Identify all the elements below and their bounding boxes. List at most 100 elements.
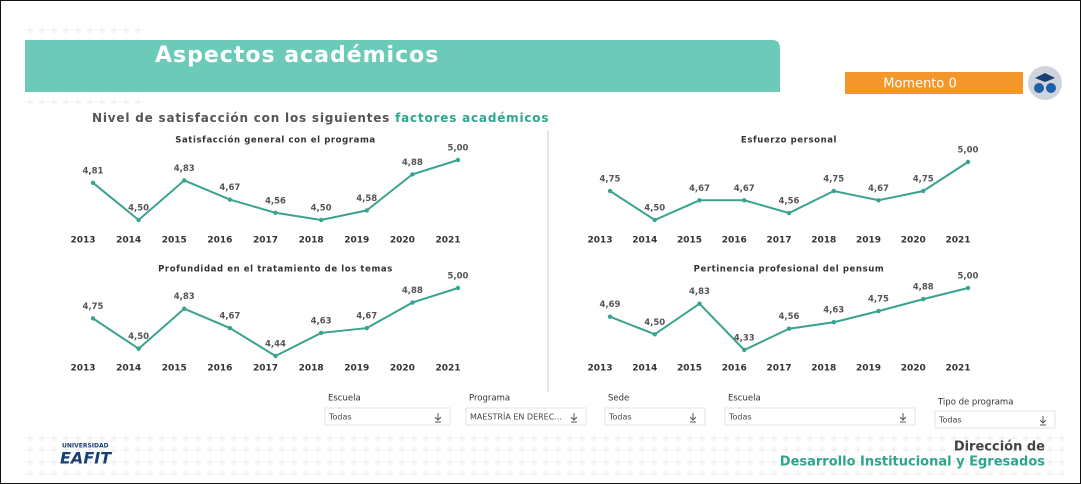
data-label: 4,83 (689, 287, 710, 297)
filter-value: Todas (938, 416, 962, 425)
data-label: 4,88 (402, 286, 423, 296)
filter-value: Todas (328, 413, 352, 422)
point (607, 188, 613, 194)
x-tick-label: 2018 (299, 236, 324, 246)
x-tick-label: 2017 (766, 236, 791, 246)
point (786, 210, 792, 216)
data-label: 4,63 (311, 316, 332, 326)
data-label: 4,83 (174, 292, 195, 302)
point (455, 157, 461, 163)
x-tick-label: 2017 (253, 236, 278, 246)
data-label: 4,75 (823, 175, 844, 185)
data-label: 5,00 (958, 272, 979, 282)
point (742, 198, 747, 203)
subtitle: Nivel de satisfacción con los siguientes… (92, 111, 549, 125)
filter-label: Sede (608, 394, 629, 404)
dropdown-arrow (899, 413, 907, 423)
x-tick-label: 2013 (587, 236, 612, 246)
x-tick-label: 2016 (207, 236, 232, 246)
point (90, 180, 96, 185)
point (227, 197, 233, 202)
filter-dropdown[interactable] (465, 407, 587, 426)
x-tick-label: 2013 (587, 364, 612, 374)
point (831, 320, 836, 325)
point (965, 285, 971, 291)
point (652, 217, 657, 223)
filter-dropdown[interactable] (324, 407, 451, 426)
x-tick-label: 2014 (116, 364, 141, 374)
data-label: 4,88 (913, 283, 934, 293)
point (136, 217, 141, 223)
icon-part (1034, 83, 1044, 93)
filter-dropdown[interactable] (724, 407, 916, 426)
filter-label: Programa (469, 394, 510, 404)
filter-dropdown[interactable] (604, 407, 706, 426)
icon-part (1035, 73, 1055, 82)
x-tick-label: 2018 (299, 364, 324, 374)
data-label: 4,56 (779, 312, 800, 322)
data-label: 4,88 (402, 158, 423, 168)
x-tick-label: 2017 (766, 364, 791, 374)
point (90, 316, 96, 321)
x-tick-label: 2020 (901, 364, 926, 374)
x-tick-label: 2020 (390, 364, 415, 374)
data-label: 4,69 (600, 300, 621, 310)
data-label: 4,83 (174, 164, 195, 174)
data-label: 4,67 (219, 183, 240, 193)
data-label: 4,75 (913, 175, 934, 185)
x-tick-label: 2014 (116, 236, 141, 246)
filter-label: Escuela (328, 394, 361, 404)
data-label: 4,56 (265, 196, 286, 206)
data-label: 4,56 (779, 197, 800, 207)
point (273, 353, 278, 359)
filter-label: Tipo de programa (937, 398, 1013, 408)
x-tick-label: 2019 (856, 236, 881, 246)
icon[interactable] (1028, 66, 1062, 100)
point (318, 217, 324, 223)
point (182, 306, 187, 311)
filter-dropdown[interactable] (934, 410, 1056, 429)
icon-part (1046, 83, 1056, 93)
page-title: Aspectos académicos (155, 43, 439, 68)
moment-box[interactable] (845, 72, 1023, 94)
x-tick-label: 2021 (435, 236, 460, 246)
filter-value: MAESTRÍA EN DEREC... (470, 411, 562, 422)
x-tick-label: 2013 (70, 364, 95, 374)
data-label: 4,50 (128, 332, 149, 342)
data-label: 4,50 (311, 204, 332, 214)
data-label: 4,67 (734, 184, 755, 194)
point (227, 325, 233, 331)
data-label: 4,50 (644, 204, 665, 214)
data-label: 4,75 (868, 295, 889, 305)
data-label: 4,58 (356, 194, 377, 204)
logo: EAFIT (60, 449, 112, 468)
point (921, 188, 926, 194)
point (742, 347, 747, 353)
data-label: 4,67 (356, 312, 377, 322)
chart-title: Pertinencia profesional del pensum (694, 265, 885, 275)
data-label: 4,50 (128, 204, 149, 214)
point (965, 159, 971, 165)
pattern (25, 430, 1065, 475)
point (410, 172, 415, 177)
point (410, 300, 415, 305)
point (876, 198, 881, 203)
point (364, 325, 369, 331)
point (697, 301, 702, 306)
x-tick-label: 2014 (632, 236, 657, 246)
x-tick-label: 2016 (722, 236, 747, 246)
point (831, 188, 836, 194)
x-tick-label: 2019 (856, 364, 881, 374)
dropdown-arrow (1039, 416, 1047, 426)
x-tick-label: 2020 (901, 236, 926, 246)
x-tick-label: 2019 (344, 236, 369, 246)
point (652, 332, 657, 337)
chart-title: Profundidad en el tratamiento de los tem… (158, 265, 393, 275)
x-tick-label: 2015 (677, 236, 702, 246)
point (273, 210, 278, 215)
banner (25, 40, 780, 92)
x-tick-label: 2015 (162, 236, 187, 246)
x-tick-label: 2018 (811, 364, 836, 374)
